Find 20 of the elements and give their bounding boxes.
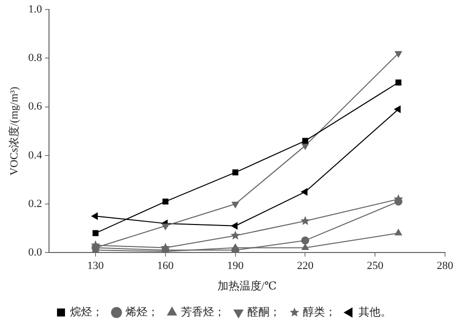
- x-tick-label: 190: [227, 260, 244, 272]
- y-tick-label: 1.0: [28, 3, 42, 16]
- x-tick-label: 250: [366, 260, 384, 272]
- y-axis-title: VOCs浓度/(mg/m³): [7, 86, 20, 176]
- legend-label: 芳香烃；: [181, 305, 225, 318]
- y-tick-label: 0.0: [28, 246, 42, 258]
- y-tick-label: 0.6: [28, 100, 42, 113]
- legend-label: 烯烃；: [126, 305, 158, 318]
- x-tick-label: 130: [87, 260, 104, 272]
- legend-label: 其他。: [358, 305, 392, 318]
- y-tick-label: 0.8: [28, 52, 42, 64]
- y-tick-label: 0.2: [28, 198, 42, 210]
- legend-label: 醛酮；: [248, 305, 280, 318]
- legend-label: 醇类；: [303, 305, 336, 318]
- x-tick-label: 160: [157, 260, 174, 272]
- legend-label: 烷烃；: [70, 305, 103, 318]
- x-tick-label: 280: [436, 260, 454, 272]
- x-tick-label: 220: [296, 260, 314, 272]
- x-axis-title: 加热温度/℃: [217, 279, 277, 292]
- y-tick-label: 0.4: [28, 149, 42, 162]
